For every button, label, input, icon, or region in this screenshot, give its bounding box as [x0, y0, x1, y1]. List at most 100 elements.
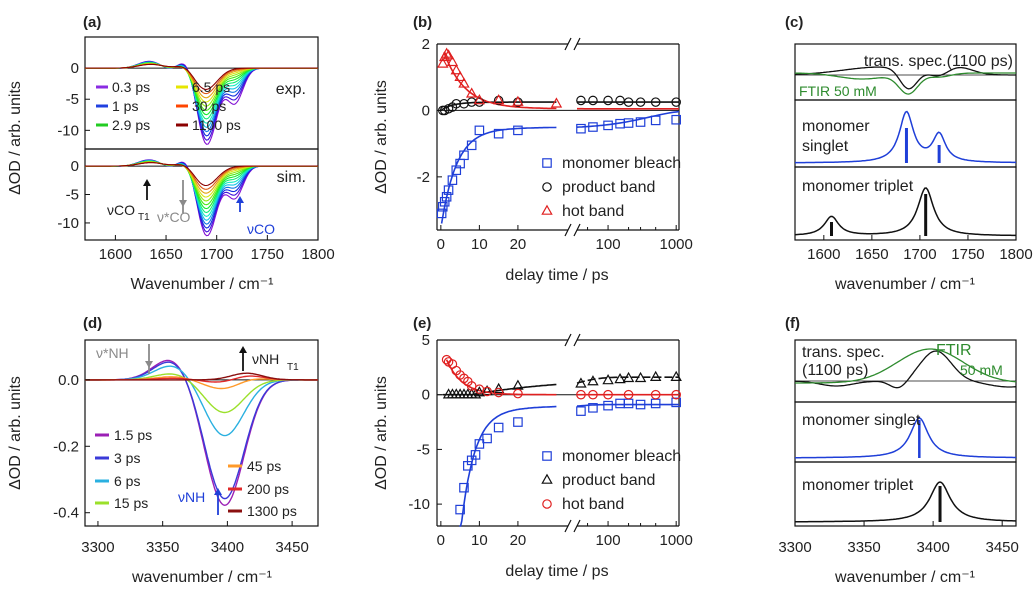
- data-point-monomer-bleach: [470, 450, 481, 460]
- legend-label: 15 ps: [114, 495, 148, 511]
- axis-break-mark: [573, 333, 581, 347]
- legend-label: 1.5 ps: [114, 427, 152, 443]
- data-point-product-band: [614, 372, 626, 384]
- x-tick-label: 100: [596, 236, 621, 253]
- arrow-vco-t1-head: [143, 179, 151, 186]
- subpanel-label: exp.: [276, 81, 306, 98]
- x-axis-label: delay time / ps: [505, 563, 608, 580]
- arrow-vnh-t1-head: [239, 346, 247, 353]
- legend-label: 30 ps: [192, 98, 226, 114]
- x-axis-label: wavenumber / cm⁻¹: [131, 569, 272, 586]
- y-tick-label: -0.2: [53, 438, 79, 455]
- legend-label: hot band: [562, 203, 624, 220]
- data-point-monomer-bleach: [466, 140, 477, 151]
- axis-break-mark: [573, 223, 581, 237]
- x-tick-label: 10: [471, 236, 488, 253]
- data-point-hot-band: [450, 64, 462, 75]
- y-tick-label: -5: [66, 91, 79, 108]
- data-point-hot-band: [588, 389, 598, 400]
- legend-marker: [541, 473, 553, 484]
- x-tick-label: 1700: [200, 246, 233, 263]
- panel-f: (f)trans. spec.(1100 ps) FTIR 50 mM monomer…: [778, 315, 1019, 586]
- ftir-trace: [795, 72, 1016, 95]
- data-point-monomer-bleach: [635, 117, 646, 127]
- arrow-vnh-head: [214, 488, 222, 495]
- fit-line: [576, 403, 679, 407]
- data-point-hot-band: [650, 389, 661, 400]
- data-point-product-band: [671, 97, 681, 107]
- data-point-monomer-bleach: [493, 128, 504, 139]
- legend-label: 1100 ps: [192, 117, 241, 133]
- data-point-monomer-bleach: [474, 125, 485, 136]
- x-tick-label: 1000: [659, 236, 692, 253]
- x-tick-label: 0: [437, 236, 445, 253]
- arrow-vstar-nh-head: [145, 361, 153, 368]
- trans-spec-delay: (1100 ps): [802, 362, 868, 379]
- legend-label: 1 ps: [112, 98, 138, 114]
- fit-line: [576, 110, 680, 128]
- x-tick-label: 1650: [855, 246, 888, 263]
- data-point-product-band: [451, 98, 462, 109]
- data-point-hot-band: [465, 87, 478, 98]
- data-point-monomer-bleach: [650, 115, 661, 126]
- data-point-product-band: [492, 382, 505, 394]
- data-point-monomer-bleach: [671, 397, 681, 408]
- subpanel-label: sim.: [277, 169, 306, 186]
- data-point-monomer-bleach: [635, 399, 646, 410]
- arrow-vco-head: [236, 196, 244, 203]
- y-tick-label: -0.4: [53, 505, 79, 522]
- subplot-frame: [794, 166, 1017, 241]
- legend-label: 200 ps: [247, 481, 289, 497]
- y-axis-label: ΔOD / arb. units: [373, 80, 390, 194]
- x-tick-label: 10: [471, 532, 488, 549]
- x-axis-label: wavenumber / cm⁻¹: [834, 276, 975, 293]
- x-tick-label: 3450: [275, 539, 308, 556]
- data-point-monomer-bleach: [615, 398, 625, 409]
- singlet-label: monomer singlet: [802, 412, 921, 429]
- ftir-label: FTIR: [936, 342, 972, 359]
- panel-a: (a) 0 -5 -10 exp. 0 -5 -10 sim. 1600 1650 1700 1750 1…: [7, 14, 335, 293]
- data-point-product-band: [603, 95, 613, 106]
- data-point-monomer-bleach: [588, 122, 598, 132]
- x-tick-label: 0: [437, 532, 445, 549]
- data-point-monomer-bleach: [441, 191, 452, 202]
- fit-line: [445, 359, 557, 396]
- y-tick-label: 0: [71, 60, 79, 77]
- data-point-hot-band: [458, 77, 470, 88]
- triplet-spectrum: [794, 187, 1016, 237]
- y-axis-label: ΔOD / arb. units: [7, 376, 24, 490]
- x-tick-label: 1650: [149, 246, 182, 263]
- spectrum-trace: [85, 162, 318, 187]
- x-tick-label: 3400: [916, 539, 949, 556]
- panel-label: (b): [413, 14, 432, 31]
- y-tick-label: -5: [417, 441, 430, 458]
- y-tick-label: 0: [422, 102, 430, 119]
- data-point-product-band: [650, 97, 661, 107]
- data-point-product-band: [481, 384, 493, 396]
- legend-marker: [542, 182, 552, 192]
- x-tick-label: 3300: [81, 539, 114, 556]
- spectrum-trace: [85, 365, 318, 437]
- spectrum-trace: [85, 376, 318, 390]
- data-point-hot-band: [466, 381, 477, 391]
- data-point-monomer-bleach: [447, 175, 458, 185]
- triplet-label: monomer triplet: [802, 477, 914, 494]
- x-tick-label: 1750: [251, 246, 284, 263]
- fit-line: [440, 126, 557, 224]
- y-tick-label: -10: [57, 122, 79, 139]
- data-point-monomer-bleach: [482, 433, 492, 444]
- x-tick-label: 3300: [778, 539, 811, 556]
- x-tick-label: 100: [596, 532, 621, 549]
- x-tick-label: 1600: [99, 246, 132, 263]
- trans-spec-label: trans. spec.(1100 ps): [864, 53, 1013, 70]
- x-axis-label: wavenumber / cm⁻¹: [834, 569, 975, 586]
- singlet-label-1: monomer: [802, 118, 870, 135]
- axis-break-mark: [564, 333, 572, 347]
- axis-break-mark: [564, 37, 572, 51]
- x-tick-label: 1750: [951, 246, 984, 263]
- data-point-product-band: [670, 370, 682, 381]
- panel-label: (c): [785, 14, 803, 31]
- annotation-t1-subscript: T1: [287, 362, 299, 373]
- y-tick-label: 0: [422, 387, 430, 404]
